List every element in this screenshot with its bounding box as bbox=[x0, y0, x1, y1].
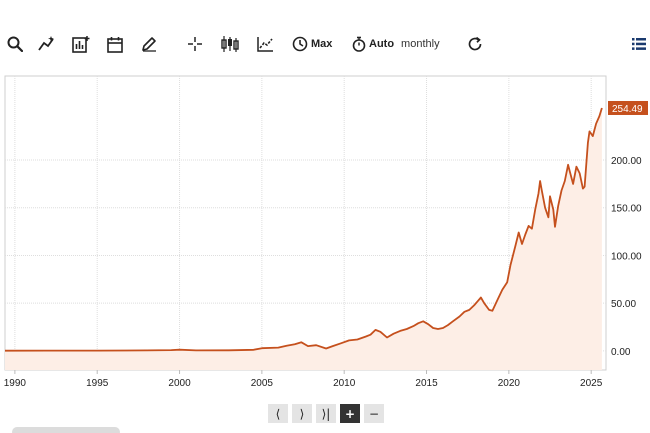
y-tick-label: 50.00 bbox=[611, 299, 636, 310]
chart-type-icon[interactable] bbox=[254, 27, 276, 61]
stopwatch-icon bbox=[352, 36, 366, 52]
chart-toolbar: Max Auto monthly bbox=[0, 27, 650, 61]
candlestick-icon[interactable] bbox=[218, 27, 242, 61]
x-tick-label: 2005 bbox=[251, 378, 274, 389]
series-area bbox=[5, 108, 602, 370]
range-label: Max bbox=[311, 38, 333, 50]
chart-svg: 1990 1995 2000 2005 2010 2015 2020 2025 0.00 50.0… bbox=[4, 75, 648, 389]
indicator-sparkle-icon[interactable] bbox=[36, 27, 58, 61]
interval-value: monthly bbox=[401, 38, 440, 50]
scroll-left-button[interactable]: ⟨ bbox=[268, 404, 288, 423]
x-tick-label: 2020 bbox=[498, 378, 521, 389]
x-tick-label: 1990 bbox=[4, 378, 27, 389]
x-tick-label: 2015 bbox=[415, 378, 438, 389]
crosshair-icon[interactable] bbox=[184, 27, 206, 61]
x-tick-label: 2025 bbox=[580, 378, 603, 389]
interval-selector[interactable]: Auto monthly bbox=[352, 27, 444, 61]
range-selector[interactable]: Max bbox=[292, 27, 338, 61]
zoom-in-button[interactable]: + bbox=[340, 404, 360, 423]
scroll-handle[interactable] bbox=[12, 427, 120, 433]
calendar-icon[interactable] bbox=[104, 27, 126, 61]
menu-list-icon[interactable] bbox=[630, 27, 648, 61]
y-tick-label: 100.00 bbox=[611, 251, 642, 262]
search-icon[interactable] bbox=[4, 27, 26, 61]
x-tick-label: 2010 bbox=[333, 378, 356, 389]
y-tick-label: 0.00 bbox=[611, 347, 631, 358]
last-price-badge: 254.49 bbox=[608, 100, 648, 115]
x-tick-label: 2000 bbox=[168, 378, 191, 389]
last-price-badge-bg bbox=[608, 100, 648, 115]
chart-pager: ⟨ ⟩ ⟩| + − bbox=[268, 404, 384, 423]
interval-label: Auto bbox=[369, 38, 395, 50]
refresh-icon[interactable] bbox=[464, 27, 486, 61]
x-tick-label: 1995 bbox=[86, 378, 109, 389]
zoom-out-button[interactable]: − bbox=[364, 404, 384, 423]
scroll-end-button[interactable]: ⟩| bbox=[316, 404, 336, 423]
draw-pencil-icon[interactable] bbox=[138, 27, 160, 61]
last-price-label: 254.49 bbox=[612, 104, 643, 115]
price-chart[interactable]: 1990 1995 2000 2005 2010 2015 2020 2025 0.00 50.0… bbox=[0, 75, 650, 395]
series-line bbox=[4, 107, 603, 352]
scroll-right-button[interactable]: ⟩ bbox=[292, 404, 312, 423]
y-tick-label: 150.00 bbox=[611, 204, 642, 215]
add-indicator-icon[interactable] bbox=[70, 27, 92, 61]
clock-icon bbox=[292, 36, 308, 52]
y-tick-label: 200.00 bbox=[611, 156, 642, 167]
